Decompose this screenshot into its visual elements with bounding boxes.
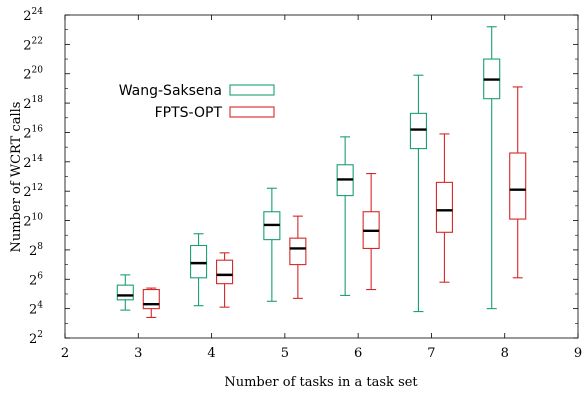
box-wang-saksena — [190, 233, 208, 307]
x-tick-label: 9 — [574, 346, 582, 361]
box-fpts-opt — [216, 252, 234, 308]
legend-swatch — [229, 84, 275, 96]
y-tick-label: 224 — [23, 7, 43, 24]
y-tick-label: 26 — [29, 271, 43, 288]
legend-label: Wang-Saksena — [119, 83, 222, 99]
x-axis-label: Number of tasks in a task set — [224, 375, 418, 390]
box-iqr — [216, 259, 234, 285]
box-iqr — [190, 244, 208, 279]
box-wang-saksena — [336, 136, 354, 296]
plot-frame — [64, 14, 579, 339]
x-tick-label: 6 — [354, 346, 362, 361]
box-iqr — [116, 284, 134, 301]
legend-swatch — [229, 106, 275, 118]
y-tick-label: 222 — [23, 36, 43, 53]
legend: Wang-Saksena FPTS-OPT — [119, 83, 275, 121]
boxes — [116, 26, 527, 318]
box-wang-saksena — [116, 274, 134, 311]
box-iqr — [509, 152, 527, 220]
x-tick-label: 2 — [61, 346, 69, 361]
box-fpts-opt — [509, 86, 527, 279]
box-fpts-opt — [142, 287, 160, 318]
y-tick-label: 24 — [29, 301, 43, 318]
box-fpts-opt — [289, 215, 307, 299]
box-wang-saksena — [409, 74, 427, 313]
x-tick-label: 7 — [427, 346, 435, 361]
box-wang-saksena — [263, 187, 281, 302]
box-iqr — [435, 181, 453, 233]
x-tick-label: 4 — [207, 346, 215, 361]
y-tick-label: 212 — [23, 183, 43, 200]
legend-label: FPTS-OPT — [155, 105, 223, 121]
x-tick-label: 5 — [281, 346, 289, 361]
y-tick-label: 210 — [23, 213, 43, 230]
box-iqr — [289, 237, 307, 266]
y-tick-label: 22 — [29, 330, 43, 347]
x-tick-label: 3 — [134, 346, 142, 361]
y-tick-label: 216 — [23, 124, 43, 141]
y-tick-label: 218 — [23, 95, 43, 112]
y-tick-label: 214 — [23, 154, 43, 171]
box-iqr — [409, 112, 427, 150]
box-iqr — [142, 288, 160, 310]
x-tick-label: 8 — [501, 346, 509, 361]
box-fpts-opt — [362, 173, 380, 291]
y-tick-label: 220 — [23, 66, 43, 83]
y-tick-label: 28 — [29, 242, 43, 259]
y-axis-label: Number of WCRT calls — [9, 102, 24, 253]
box-fpts-opt — [435, 133, 453, 283]
y-axis: 22 24 26 28 210 212 214 216 218 220 222 224 — [23, 7, 578, 347]
x-axis: 2 3 4 5 6 7 8 9 — [61, 15, 582, 361]
box-wang-saksena — [483, 26, 501, 310]
